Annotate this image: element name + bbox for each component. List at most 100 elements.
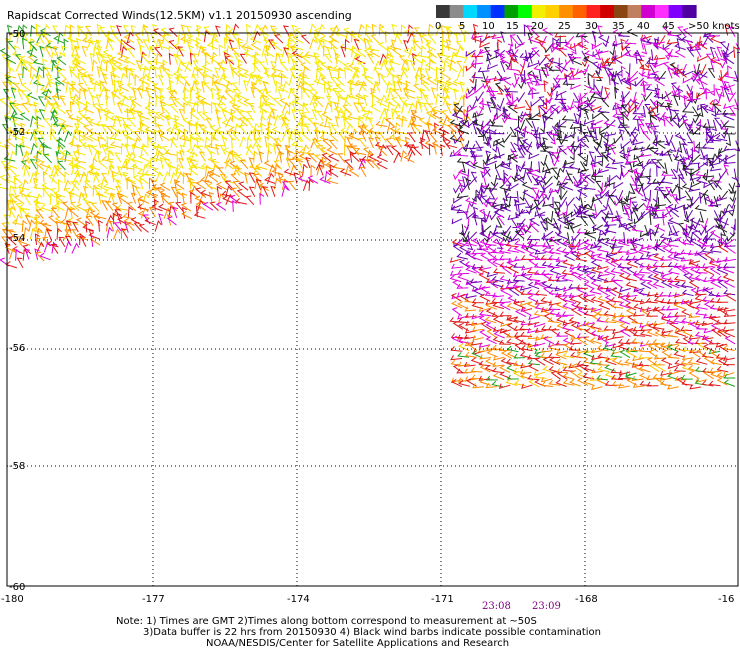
- wind-barb: [154, 111, 165, 121]
- wind-barb: [68, 189, 81, 198]
- wind-barb: [562, 291, 575, 297]
- wind-barb: [276, 72, 289, 79]
- wind-barb: [50, 207, 60, 218]
- wind-barb: [43, 184, 49, 197]
- legend-swatch: [559, 5, 574, 18]
- wind-barb: [386, 121, 394, 134]
- wind-barb: [11, 119, 23, 128]
- wind-barb: [216, 185, 222, 198]
- wind-speed-legend: 0 5 10 15 20 25 30 35 40 45 >50 knots: [435, 5, 740, 32]
- wind-barb: [253, 23, 261, 36]
- wind-barb: [627, 209, 633, 222]
- wind-barb: [478, 284, 491, 290]
- wind-barb: [520, 289, 533, 295]
- wind-barb: [660, 271, 673, 277]
- wind-barb: [35, 23, 41, 36]
- wind-barb: [194, 195, 206, 204]
- legend-tick: 5: [459, 21, 465, 32]
- wind-barb: [485, 322, 497, 331]
- wind-barb: [689, 384, 701, 390]
- lat-label: -56: [9, 343, 25, 354]
- wind-barb: [514, 174, 525, 184]
- wind-barb: [600, 97, 610, 108]
- wind-barb: [541, 201, 554, 207]
- wind-barb: [611, 216, 623, 223]
- wind-barb: [548, 357, 561, 366]
- wind-barb: [686, 232, 694, 244]
- wind-barb: [646, 375, 659, 381]
- wind-barb: [709, 266, 721, 276]
- wind-barb: [721, 127, 729, 140]
- wind-barb: [351, 33, 361, 44]
- wind-barb: [464, 306, 477, 312]
- wind-barb: [675, 265, 687, 274]
- wind-barb: [366, 53, 375, 64]
- wind-barb: [555, 90, 567, 97]
- wind-barb: [295, 149, 301, 162]
- wind-barb: [568, 292, 581, 299]
- wind-barb: [278, 151, 285, 163]
- wind-barb: [625, 302, 637, 311]
- wind-barb: [223, 52, 230, 64]
- wind-barb: [7, 40, 16, 51]
- wind-barb: [652, 267, 665, 275]
- wind-barb: [521, 181, 534, 190]
- wind-barb: [688, 259, 701, 265]
- wind-barb: [611, 159, 624, 165]
- wind-barb: [456, 252, 469, 260]
- wind-barb: [209, 125, 220, 135]
- wind-barb: [110, 73, 116, 86]
- wind-barb: [400, 149, 407, 162]
- wind-barb: [71, 60, 80, 71]
- wind-barb: [625, 249, 638, 256]
- wind-barb: [43, 164, 52, 176]
- wind-barb: [407, 102, 416, 114]
- wind-barb: [624, 325, 637, 331]
- wind-barb: [9, 247, 17, 260]
- wind-barb: [38, 130, 45, 142]
- wind-barb: [493, 330, 505, 339]
- wind-barb: [26, 49, 37, 59]
- wind-barb: [273, 177, 281, 190]
- wind-barb: [701, 247, 714, 254]
- wind-barb: [323, 44, 328, 57]
- wind-barb: [468, 196, 477, 208]
- wind-barb: [666, 331, 679, 338]
- wind-barb: [519, 351, 532, 359]
- wind-barb: [633, 259, 645, 268]
- wind-barb: [527, 74, 534, 85]
- wind-barb: [556, 105, 567, 115]
- wind-barb: [138, 175, 149, 185]
- wind-barb: [374, 81, 381, 93]
- wind-barb: [189, 86, 196, 99]
- wind-barb: [24, 214, 32, 226]
- wind-barb: [281, 46, 289, 58]
- wind-barb: [211, 136, 216, 149]
- wind-barb: [642, 79, 648, 92]
- wind-barb: [204, 170, 212, 183]
- wind-barb: [723, 306, 736, 313]
- wind-barb: [514, 41, 525, 50]
- wind-barb: [455, 45, 464, 58]
- wind-barb: [175, 188, 186, 199]
- wind-barb: [582, 154, 589, 167]
- wind-barb: [657, 70, 667, 82]
- wind-barb: [647, 343, 659, 353]
- wind-barb: [34, 109, 40, 121]
- wind-barb: [116, 190, 129, 198]
- wind-barb: [568, 163, 581, 171]
- wind-barb: [149, 157, 156, 170]
- wind-barb: [82, 196, 94, 204]
- wind-barb: [619, 267, 632, 276]
- wind-barb: [253, 74, 262, 85]
- wind-barb: [529, 223, 539, 233]
- wind-barb: [694, 47, 702, 58]
- wind-barb: [537, 56, 547, 67]
- wind-barb: [548, 341, 560, 348]
- wind-barb: [126, 83, 137, 93]
- legend-tick: 25: [558, 21, 571, 32]
- wind-barb: [51, 95, 59, 106]
- wind-barb: [494, 138, 505, 148]
- wind-barb: [534, 304, 547, 311]
- wind-barb: [705, 225, 715, 234]
